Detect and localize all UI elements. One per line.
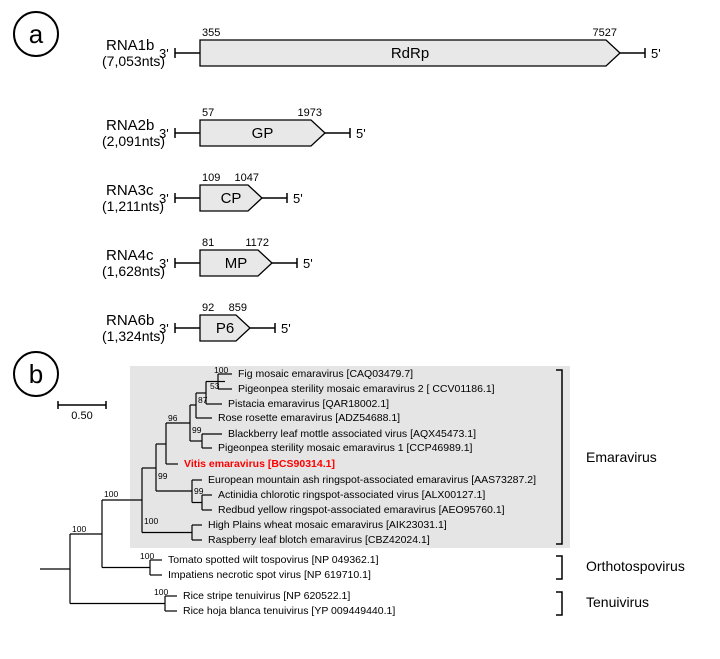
three-prime: 3'	[159, 256, 169, 271]
three-prime: 3'	[159, 191, 169, 206]
tree-leaf: Fig mosaic emaravirus [CAQ03479.7]	[238, 368, 413, 380]
group-bracket	[556, 592, 562, 615]
orf-end: 7527	[593, 27, 617, 39]
bootstrap: 99	[194, 486, 204, 496]
orf-start: 109	[202, 172, 220, 184]
panel-b: b Fig mosaic emaravirus [CAQ03479.7] Pigeo…	[14, 352, 685, 617]
tree-leaf: Actinidia chlorotic ringspot-associated …	[218, 489, 485, 501]
segment-name: RNA4c	[106, 247, 154, 264]
segment-length: (1,628nts)	[102, 263, 165, 279]
orf-start: 57	[202, 107, 214, 119]
orf-start: 81	[202, 237, 214, 249]
bootstrap: 96	[168, 413, 178, 423]
panel-b-label: b	[29, 359, 43, 389]
tree-leaf: Pistacia emaravirus [QAR18002.1]	[228, 398, 389, 410]
bootstrap: 100	[72, 524, 86, 534]
panel-a-label: a	[29, 19, 44, 49]
bootstrap: 87	[198, 395, 208, 405]
bootstrap: 99	[192, 425, 202, 435]
segment-length: (7,053nts)	[102, 53, 165, 69]
segment-length: (1,211nts)	[102, 198, 164, 214]
five-prime: 5'	[651, 46, 661, 61]
five-prime: 5'	[281, 321, 291, 336]
five-prime: 5'	[293, 191, 303, 206]
orf-label: CP	[221, 190, 242, 207]
tree-leaf: Raspberry leaf blotch emaravirus [CBZ420…	[208, 534, 430, 546]
orf-end: 1172	[245, 237, 269, 249]
bootstrap: 100	[140, 551, 154, 561]
segment-length: (2,091nts)	[102, 133, 165, 149]
bootstrap: 100	[104, 489, 118, 499]
bootstrap: 100	[214, 365, 228, 375]
orf-start: 92	[202, 302, 214, 314]
tree-leaf: Pigeonpea sterility mosaic emaravirus 2 …	[238, 383, 495, 395]
five-prime: 5'	[303, 256, 313, 271]
segment-name: RNA1b	[106, 37, 154, 54]
orf-end: 1973	[298, 107, 322, 119]
segment-name: RNA6b	[106, 312, 154, 329]
bootstrap: 53	[210, 381, 220, 391]
orf-end: 1047	[235, 172, 259, 184]
tree-leaf: Tomato spotted wilt tospovirus [NP 04936…	[168, 554, 379, 566]
orf-label: P6	[216, 320, 234, 337]
bootstrap: 99	[158, 471, 168, 481]
tree-leaf: European mountain ash ringspot-associate…	[208, 474, 536, 486]
orf-label: MP	[225, 255, 248, 272]
tree-leaf: Pigeonpea sterility mosaic emaravirus 1 …	[218, 442, 473, 454]
segment-length: (1,324nts)	[102, 328, 165, 344]
tree-leaf: Blackberry leaf mottle associated virus …	[228, 428, 476, 440]
orf-label: RdRp	[391, 45, 429, 62]
tree-leaf: Rose rosette emaravirus [ADZ54688.1]	[218, 412, 400, 424]
bootstrap: 100	[154, 587, 168, 597]
tree-leaf: High Plains wheat mosaic emaravirus [AIK…	[208, 519, 447, 531]
orf-start: 355	[202, 27, 220, 39]
orf-end: 859	[229, 302, 247, 314]
orf-label: GP	[252, 125, 274, 142]
tree-leaf: Vitis emaravirus [BCS90314.1]	[184, 458, 335, 470]
three-prime: 3'	[159, 46, 169, 61]
group-bracket	[556, 556, 562, 579]
tree-leaf: Redbud yellow ringspot-associated emarav…	[218, 504, 505, 516]
bootstrap: 100	[144, 516, 158, 526]
tree-leaf: Impatiens necrotic spot virus [NP 619710…	[168, 569, 371, 581]
segment-name: RNA3c	[106, 182, 154, 199]
segment-name: RNA2b	[106, 117, 154, 134]
group-label: Tenuivirus	[586, 594, 649, 610]
five-prime: 5'	[356, 126, 366, 141]
tree-leaf: Rice stripe tenuivirus [NP 620522.1]	[183, 590, 350, 602]
group-label: Emaravirus	[586, 449, 657, 465]
three-prime: 3'	[159, 126, 169, 141]
three-prime: 3'	[159, 321, 169, 336]
tree-leaf: Rice hoja blanca tenuivirus [YP 00944944…	[183, 605, 395, 617]
scale-label: 0.50	[71, 410, 92, 422]
group-label: Orthotospovirus	[586, 558, 685, 574]
